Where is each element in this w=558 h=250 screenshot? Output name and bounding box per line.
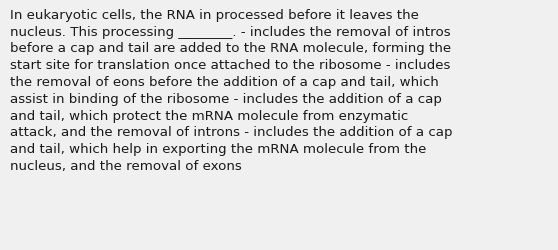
Text: In eukaryotic cells, the RNA in processed before it leaves the
nucleus. This pro: In eukaryotic cells, the RNA in processe… xyxy=(10,9,453,172)
